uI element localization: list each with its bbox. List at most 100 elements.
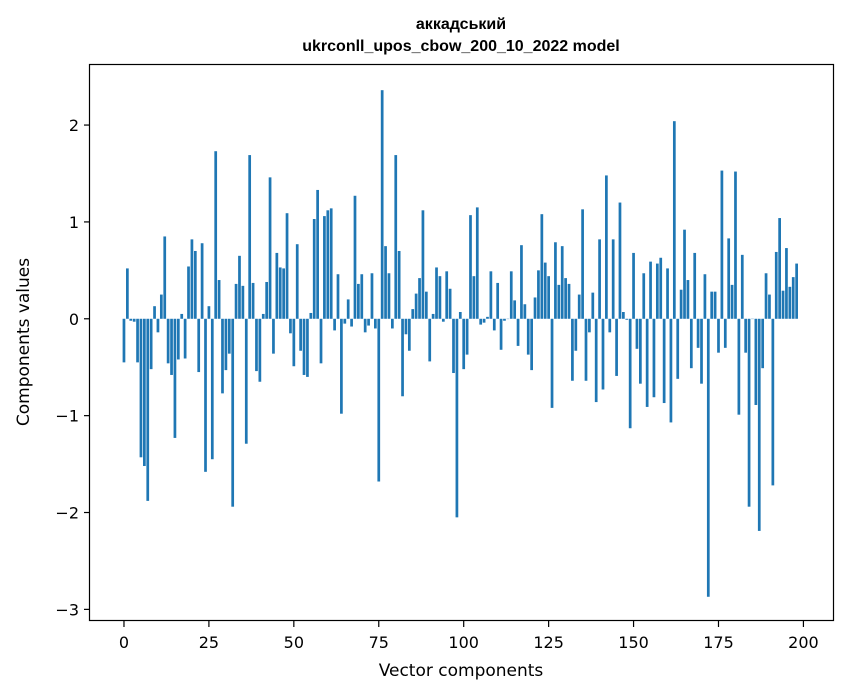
bar — [255, 318, 258, 372]
bar — [217, 280, 221, 319]
x-tick-label: 200 — [788, 633, 819, 652]
bar — [625, 318, 629, 320]
bar — [666, 268, 669, 319]
x-axis-label: Vector components — [379, 661, 544, 681]
bar — [159, 294, 163, 319]
bar — [183, 318, 187, 359]
bar — [632, 252, 635, 319]
bar — [635, 318, 639, 349]
bar — [401, 318, 404, 397]
bar — [377, 318, 381, 482]
bar — [720, 170, 724, 319]
bar — [370, 273, 374, 319]
bar — [761, 318, 765, 369]
bar — [628, 318, 632, 429]
bar — [340, 318, 343, 414]
bar — [577, 294, 581, 319]
bar — [153, 306, 156, 319]
bar — [781, 290, 785, 319]
bar — [207, 306, 211, 319]
bar — [710, 291, 714, 319]
bar — [312, 219, 316, 319]
x-tick-label: 150 — [618, 633, 649, 652]
bar — [472, 276, 476, 319]
bar — [163, 236, 167, 319]
bar — [458, 312, 462, 319]
bar — [537, 270, 540, 319]
bar — [601, 318, 605, 390]
bar — [520, 245, 523, 319]
bar — [272, 318, 275, 354]
bar — [268, 177, 272, 319]
x-tick-label: 100 — [448, 633, 479, 652]
bar — [482, 318, 486, 323]
bar — [418, 278, 421, 319]
bar — [496, 282, 500, 319]
bar — [730, 284, 734, 319]
x-tick-label: 50 — [284, 633, 304, 652]
bar — [309, 312, 313, 319]
bar — [584, 318, 588, 381]
bar — [785, 248, 788, 319]
bar — [210, 318, 214, 460]
bar — [238, 255, 241, 319]
bar — [394, 155, 398, 319]
bar — [516, 318, 520, 346]
bar — [659, 257, 663, 319]
x-tick-label: 0 — [119, 633, 129, 652]
bar — [523, 304, 527, 319]
bar — [469, 215, 472, 319]
bar — [513, 300, 517, 319]
bar — [132, 318, 136, 322]
bar — [180, 313, 184, 319]
bar — [193, 250, 197, 319]
bar — [435, 267, 438, 319]
bar — [622, 312, 625, 319]
bar — [550, 318, 554, 408]
bar — [486, 316, 489, 319]
bar — [526, 318, 530, 355]
bar — [258, 318, 262, 382]
bar — [560, 246, 564, 319]
bar — [689, 318, 693, 369]
bar — [669, 318, 673, 423]
bar — [540, 214, 544, 319]
bar — [329, 208, 333, 319]
bar — [734, 171, 737, 319]
bar — [489, 271, 493, 319]
bar — [391, 318, 394, 329]
bar — [316, 189, 319, 319]
bar — [554, 242, 557, 319]
bar — [662, 318, 666, 404]
y-tick-label: −2 — [55, 504, 79, 523]
bar — [343, 318, 347, 324]
bar — [795, 263, 798, 319]
bar — [639, 318, 642, 384]
bar — [611, 239, 615, 319]
bar — [414, 293, 418, 319]
bar — [241, 285, 245, 319]
bar — [655, 263, 659, 319]
bar — [407, 318, 411, 351]
bar — [618, 202, 622, 319]
bar — [645, 318, 649, 407]
bar — [278, 267, 282, 319]
bar — [445, 271, 449, 319]
bar — [757, 318, 761, 531]
bar — [319, 318, 323, 364]
bar — [492, 318, 496, 331]
bar — [333, 318, 336, 331]
bar — [289, 318, 292, 334]
bar — [683, 229, 686, 319]
bar — [248, 155, 252, 319]
bar — [397, 250, 401, 319]
bar — [774, 251, 778, 319]
bar — [778, 218, 781, 319]
bar — [672, 121, 676, 319]
bar — [350, 318, 353, 327]
bar — [146, 318, 150, 501]
bar — [173, 318, 177, 438]
bar — [642, 273, 646, 319]
bar — [747, 318, 751, 507]
bar — [740, 254, 744, 319]
